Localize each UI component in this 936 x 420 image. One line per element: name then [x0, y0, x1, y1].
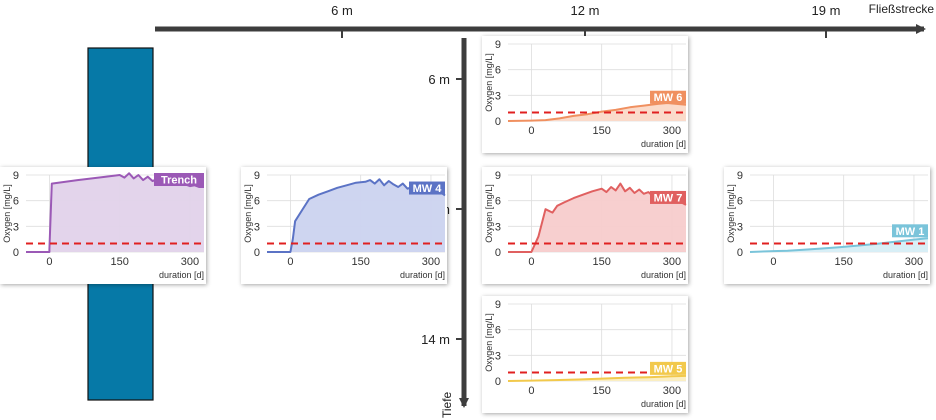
chart-panel-mw-7: 0 3 6 9 0 150 300 Oxygen [mg/L] duration [d] MW 7 — [482, 167, 688, 284]
series-label-mw-5: MW 5 — [654, 363, 683, 375]
y-tick-label-3: 9 — [495, 299, 501, 311]
y-axis-title: Oxygen [mg/L] — [484, 53, 494, 112]
y-tick-label-1: 3 — [495, 350, 501, 362]
y-axis-title: Oxygen [mg/L] — [2, 184, 12, 243]
x-axis-title: duration [d] — [641, 139, 686, 149]
y-axis-title: Oxygen [mg/L] — [484, 313, 494, 372]
depth-tick-label-0: 6 m — [428, 72, 450, 87]
x-tick-label-0: 0 — [287, 256, 293, 268]
y-tick-label-2: 6 — [254, 196, 260, 208]
x-tick-label-0: 0 — [46, 256, 52, 268]
x-tick-label-1: 150 — [835, 256, 853, 268]
x-tick-label-0: 0 — [528, 256, 534, 268]
chart-background — [482, 296, 688, 413]
depth-axis: Tiefe 6 m10 m14 m — [421, 38, 469, 418]
series-line-mw-1 — [749, 237, 929, 253]
y-tick-label-0: 0 — [254, 247, 260, 259]
chart-panel-mw-1: 0 3 6 9 0 150 300 Oxygen [mg/L] duration [d] MW 1 — [724, 167, 930, 284]
y-tick-label-3: 9 — [13, 170, 19, 182]
y-tick-label-3: 9 — [495, 170, 501, 182]
depth-tick-label-2: 14 m — [421, 332, 450, 347]
series-area-mw-5 — [508, 375, 686, 381]
flow-tick-label-2: 19 m — [812, 3, 841, 18]
y-tick-label-0: 0 — [13, 247, 19, 259]
x-tick-label-0: 0 — [528, 125, 534, 137]
y-axis-title: Oxygen [mg/L] — [726, 184, 736, 243]
y-tick-label-0: 0 — [737, 247, 743, 259]
series-label-badge — [650, 90, 686, 104]
y-tick-label-3: 9 — [737, 170, 743, 182]
y-tick-label-2: 6 — [495, 65, 501, 77]
y-tick-label-0: 0 — [495, 376, 501, 388]
y-tick-label-0: 0 — [495, 247, 501, 259]
y-tick-label-1: 3 — [495, 90, 501, 102]
x-tick-label-1: 150 — [593, 256, 611, 268]
x-tick-label-0: 0 — [770, 256, 776, 268]
x-axis-title: duration [d] — [641, 270, 686, 280]
series-label-mw-1: MW 1 — [896, 226, 925, 238]
flow-axis: Fließstrecke 6 m 12 m 19 m — [155, 2, 934, 38]
chart-panel-mw-4: 0 3 6 9 0 150 300 Oxygen [mg/L] duration [d] MW 4 — [241, 167, 447, 284]
series-label-mw-7: MW 7 — [654, 192, 683, 204]
y-axis-title: Oxygen [mg/L] — [484, 184, 494, 243]
x-tick-label-1: 150 — [593, 125, 611, 137]
y-tick-label-0: 0 — [495, 116, 501, 128]
series-label-badge — [650, 361, 686, 375]
x-tick-label-1: 150 — [593, 385, 611, 397]
x-tick-label-0: 0 — [528, 385, 534, 397]
series-label-badge — [409, 181, 445, 195]
flow-axis-title: Fließstrecke — [869, 2, 935, 16]
y-tick-label-1: 3 — [737, 221, 743, 233]
x-axis-title: duration [d] — [400, 270, 445, 280]
x-axis-title: duration [d] — [883, 270, 928, 280]
y-tick-label-1: 3 — [495, 221, 501, 233]
series-line-mw-5 — [507, 374, 687, 382]
series-area-trench — [26, 173, 204, 252]
series-label-mw-4: MW 4 — [413, 183, 443, 195]
x-tick-label-2: 300 — [422, 256, 440, 268]
y-tick-label-1: 3 — [254, 221, 260, 233]
flow-axis-ticks: 6 m 12 m 19 m — [331, 3, 840, 38]
y-tick-label-3: 9 — [254, 170, 260, 182]
series-label-mw-6: MW 6 — [654, 92, 683, 104]
flow-tick-label-1: 12 m — [571, 3, 600, 18]
y-axis-title: Oxygen [mg/L] — [243, 184, 253, 243]
depth-axis-title: Tiefe — [440, 391, 454, 418]
x-tick-label-2: 300 — [905, 256, 923, 268]
series-label-badge — [650, 190, 686, 204]
chart-panel-mw-5: 0 3 6 9 0 150 300 Oxygen [mg/L] duration [d] MW 5 — [482, 296, 688, 413]
x-axis-title: duration [d] — [641, 399, 686, 409]
x-tick-label-2: 300 — [181, 256, 199, 268]
x-tick-label-2: 300 — [663, 256, 681, 268]
x-tick-label-2: 300 — [663, 125, 681, 137]
chart-panel-mw-6: 0 3 6 9 0 150 300 Oxygen [mg/L] duration [d] MW 6 — [482, 36, 688, 153]
y-tick-label-2: 6 — [13, 196, 19, 208]
y-tick-label-2: 6 — [737, 196, 743, 208]
y-tick-label-2: 6 — [495, 196, 501, 208]
x-tick-label-1: 150 — [111, 256, 129, 268]
series-area-mw-1 — [750, 238, 928, 252]
flow-tick-label-0: 6 m — [331, 3, 353, 18]
x-axis-title: duration [d] — [159, 270, 204, 280]
y-tick-label-3: 9 — [495, 39, 501, 51]
series-label-badge — [154, 173, 204, 186]
series-area-mw-4 — [267, 179, 445, 252]
x-tick-label-2: 300 — [663, 385, 681, 397]
x-tick-label-1: 150 — [352, 256, 370, 268]
series-area-mw-6 — [508, 103, 686, 121]
series-label-trench: Trench — [161, 175, 197, 187]
series-area-mw-7 — [508, 183, 686, 252]
chart-panel-trench: 0 3 6 9 0 150 300 Oxygen [mg/L] duration [d] Tren… — [0, 167, 206, 284]
series-label-badge — [892, 224, 928, 238]
y-tick-label-1: 3 — [13, 221, 19, 233]
y-tick-label-2: 6 — [495, 325, 501, 337]
